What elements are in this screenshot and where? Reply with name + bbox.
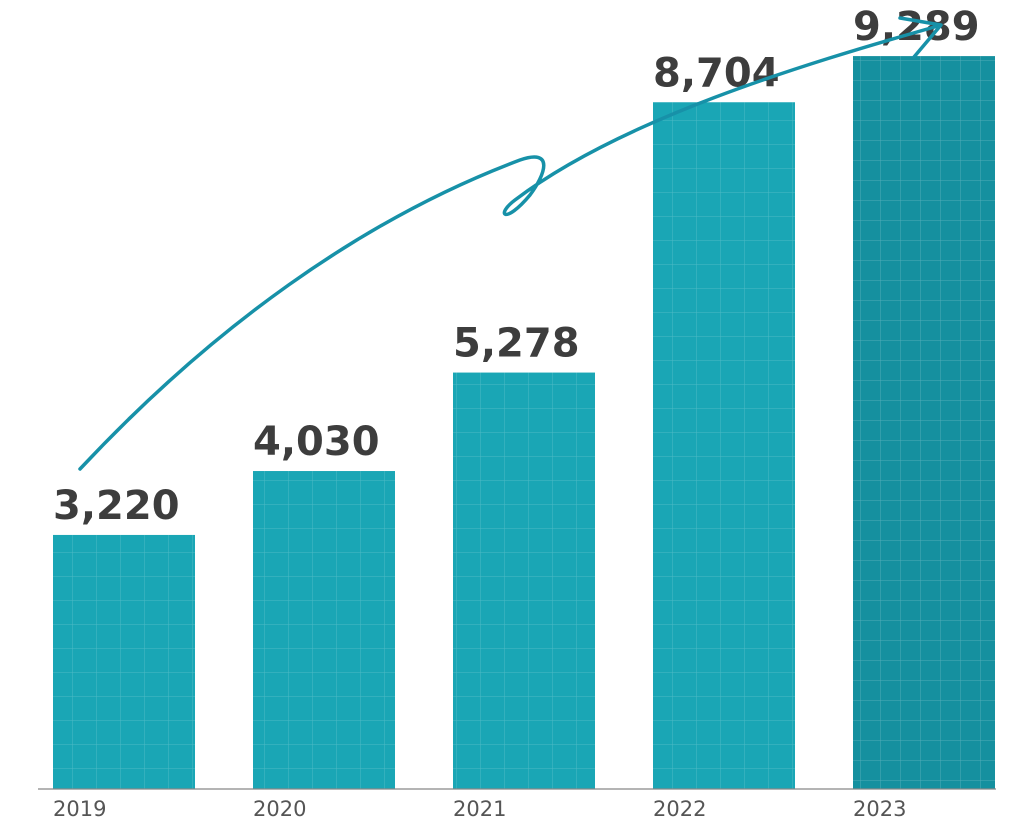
data-label-2021: 5,278 [453, 321, 580, 367]
x-tick-labels: 2019 2020 2021 2022 2023 [53, 797, 906, 821]
data-label-2019: 3,220 [53, 483, 180, 529]
bar-texture [53, 534, 195, 789]
x-tick-2019: 2019 [53, 797, 106, 821]
x-tick-2021: 2021 [453, 797, 506, 821]
trend-arrow [78, 16, 943, 471]
data-labels: 3,220 4,030 5,278 8,704 9,289 [53, 4, 980, 529]
data-label-2020: 4,030 [253, 419, 380, 465]
x-tick-2023: 2023 [853, 797, 906, 821]
bar-2022 [653, 102, 795, 790]
bar-2019 [53, 534, 195, 789]
data-label-2023: 9,289 [853, 4, 980, 50]
bars [53, 56, 995, 790]
trend-arrow-line [78, 24, 940, 471]
data-label-2022: 8,704 [653, 50, 780, 96]
trend-arrow-head [898, 16, 943, 59]
x-tick-2020: 2020 [253, 797, 306, 821]
bar-2023 [853, 56, 995, 789]
bar-texture [253, 471, 395, 789]
bar-texture [453, 372, 595, 789]
bar-texture [853, 56, 995, 789]
bar-2020 [253, 471, 395, 789]
bar-2021 [453, 372, 595, 789]
x-tick-2022: 2022 [653, 797, 706, 821]
bar-texture [653, 102, 795, 790]
